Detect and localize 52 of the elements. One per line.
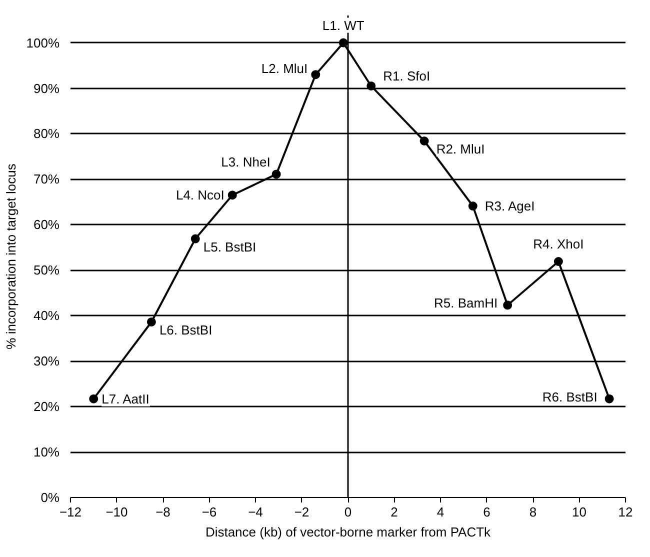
point: [146, 317, 156, 326]
point: [272, 170, 281, 179]
y-tick-label: 90%: [33, 80, 60, 96]
annotation: L2. MluI: [261, 61, 308, 76]
point: [503, 300, 512, 310]
point: [228, 190, 237, 200]
y-tick-label: 60%: [33, 217, 60, 232]
annotation: R2. MluI: [436, 142, 485, 156]
annotation: R1. SfoI: [383, 68, 430, 84]
annotation: L5. BstBI: [203, 239, 256, 254]
annotation: R3. AgeI: [484, 198, 535, 214]
annotation: R5. BamHI: [434, 296, 498, 311]
y-tick-label: 30%: [33, 354, 60, 369]
x-tick-label: −2: [294, 504, 310, 520]
y-tick-label: 20%: [33, 399, 60, 414]
point: [554, 257, 563, 266]
x-tick-label: 12: [618, 504, 633, 520]
annotation: R4. XhoI: [533, 236, 584, 252]
x-tick-label: 8: [529, 504, 537, 520]
point: [420, 136, 429, 146]
x-tick-label: −6: [202, 504, 217, 520]
x-tick-label: −12: [59, 504, 82, 520]
x-tick-label: 4: [436, 504, 444, 520]
y-tick-label: 10%: [33, 444, 60, 460]
annotation: L1. WT: [322, 18, 364, 33]
x-tick-label: 10: [572, 504, 586, 520]
x-tick-label: −8: [156, 504, 170, 520]
x-tick-label: 0: [344, 504, 352, 520]
y-tick-label: 70%: [33, 172, 60, 187]
point: [338, 38, 348, 48]
annotation: L3. NheI: [221, 154, 270, 170]
y-tick-label: 80%: [33, 126, 60, 142]
x-axis-title: Distance (kb) of vector-borne marker from PACTk: [205, 524, 492, 540]
point: [89, 394, 98, 404]
annotation: R6. BstBI: [542, 389, 598, 404]
y-tick-label: 50%: [33, 262, 60, 278]
point: [190, 234, 200, 244]
y-tick-label: 0%: [40, 490, 60, 505]
y-tick-label: 40%: [33, 308, 60, 324]
annotation: L6. BstBI: [159, 322, 212, 338]
point: [604, 394, 614, 404]
x-tick-label: −4: [248, 504, 263, 520]
x-tick-label: 2: [390, 504, 398, 520]
point: [468, 202, 478, 211]
y-tick-label: 100%: [26, 35, 60, 50]
x-tick-label: −10: [106, 504, 128, 520]
point: [366, 81, 376, 90]
y-axis-title: % incorporation into target locus: [3, 163, 18, 350]
annotation: L7. AatII: [102, 391, 150, 406]
point: [311, 70, 320, 80]
x-tick-label: 6: [483, 504, 490, 520]
annotation: L4. NcoI: [176, 188, 224, 203]
